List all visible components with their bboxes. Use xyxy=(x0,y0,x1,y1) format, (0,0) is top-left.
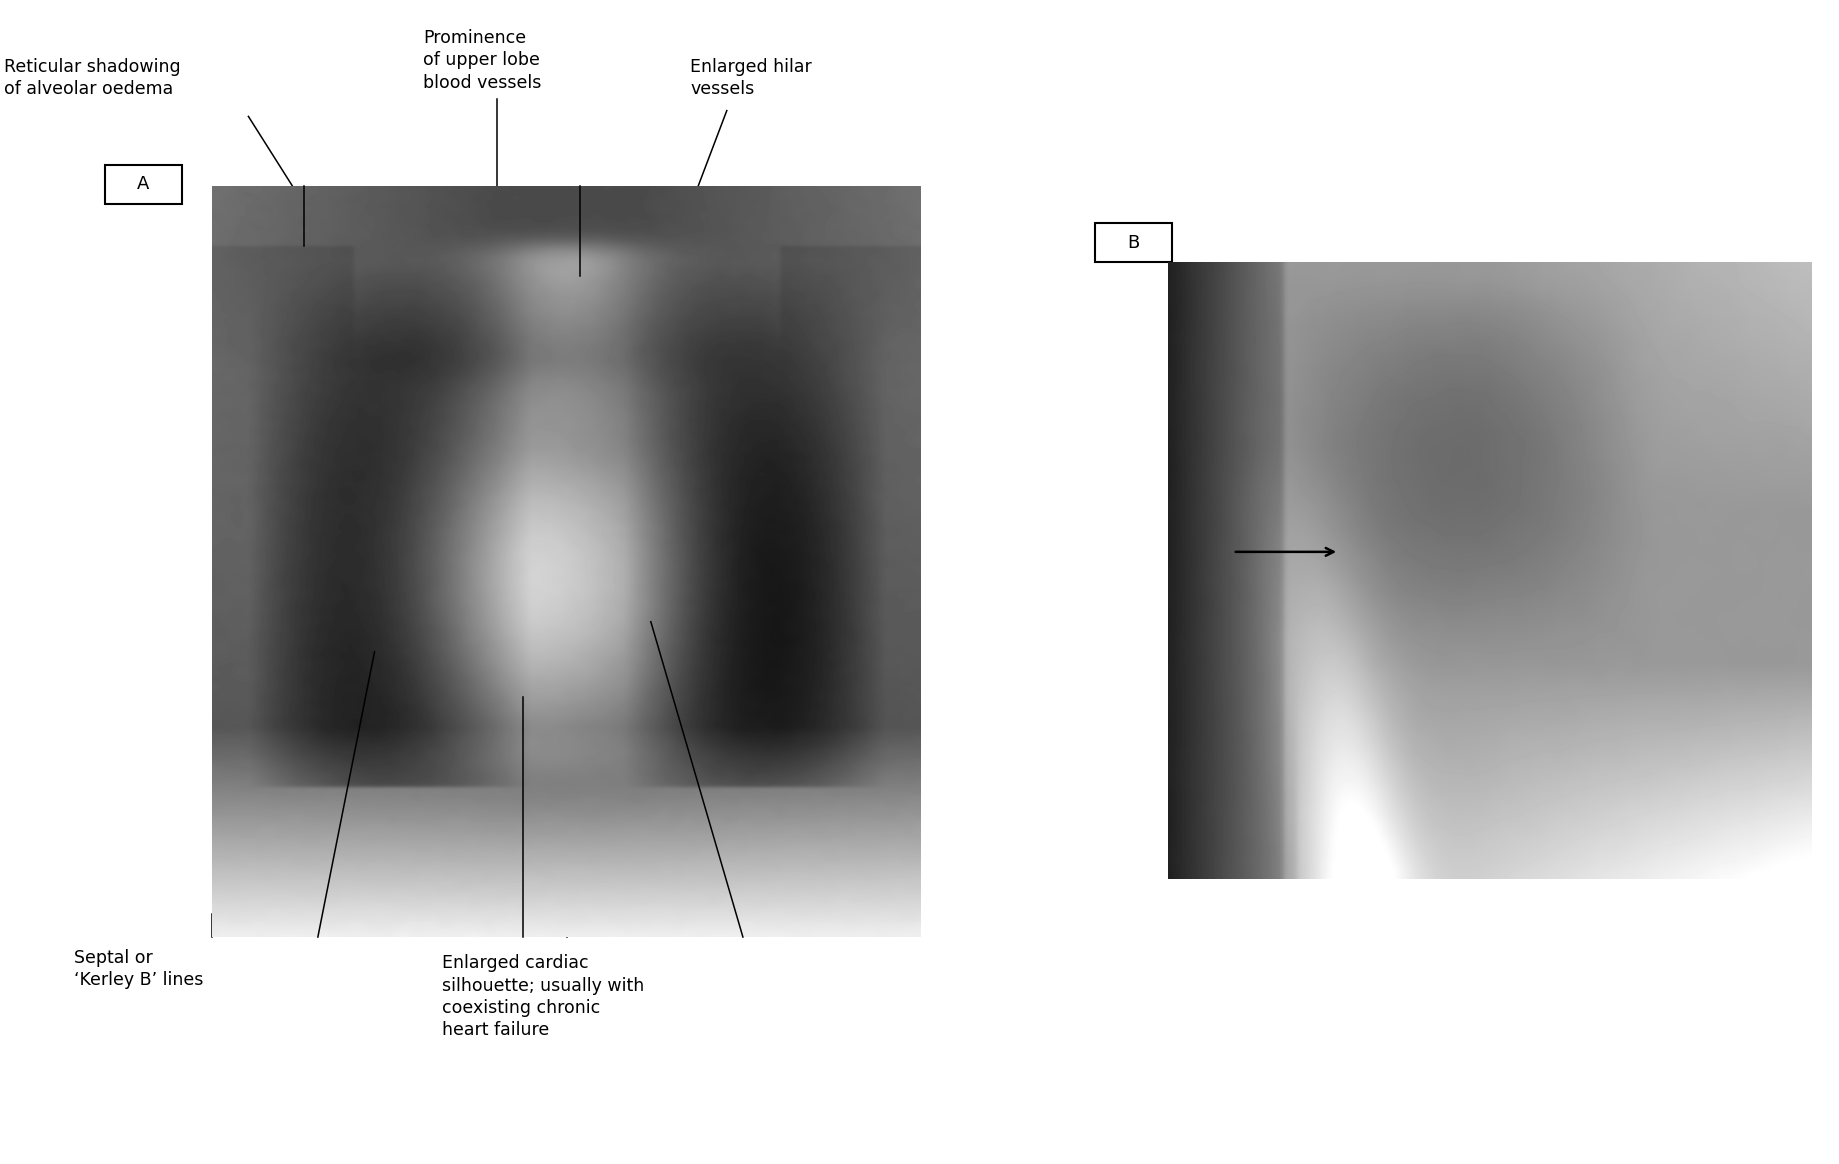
Bar xyxy=(105,165,182,204)
Text: Enlarged hilar
vessels: Enlarged hilar vessels xyxy=(690,58,811,99)
Text: B: B xyxy=(1127,234,1138,251)
Text: Septal or
‘Kerley B’ lines: Septal or ‘Kerley B’ lines xyxy=(74,949,202,989)
Text: Reticular shadowing
of alveolar oedema: Reticular shadowing of alveolar oedema xyxy=(4,58,180,99)
Text: Prominence
of upper lobe
blood vessels: Prominence of upper lobe blood vessels xyxy=(423,29,541,92)
Bar xyxy=(1094,223,1171,262)
Text: A: A xyxy=(138,176,149,193)
Text: Enlarged cardiac
silhouette; usually with
coexisting chronic
heart failure: Enlarged cardiac silhouette; usually wit… xyxy=(441,954,644,1039)
